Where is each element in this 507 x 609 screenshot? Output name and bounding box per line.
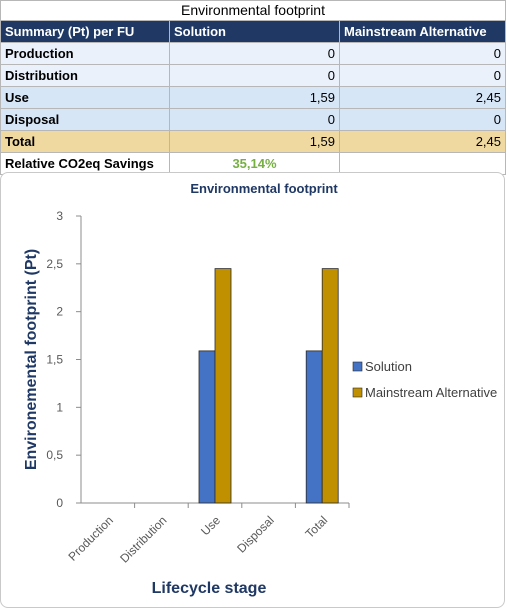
solution-cell: 1,59 [169,130,340,153]
savings-value: 35,14% [169,152,340,175]
x-axis-title: Lifecycle stage [152,580,267,597]
table-row: Distribution 0 0 [0,64,507,87]
chart-area: Environmental footprint 0 0,5 1 1,5 2 2,5 3 Envi… [0,172,505,608]
y-tick-label: 1 [56,400,63,414]
x-tick-label: Distribution [117,513,169,565]
row-label: Disposal [0,108,170,131]
bar-chart: Environmental footprint 0 0,5 1 1,5 2 2,5 3 Envi… [23,181,497,597]
solution-cell: 1,59 [169,86,340,109]
row-label: Total [0,130,170,153]
legend-swatch [352,361,363,372]
table-row: Production 0 0 [0,42,507,65]
x-tick-label: Use [198,513,223,538]
summary-table: Environmental footprint Summary (Pt) per… [0,0,507,175]
legend-label: Solution [365,359,412,374]
x-tick-label: Production [65,513,115,563]
y-axis-title: Environemental footprint (Pt) [23,249,40,470]
y-tick-label: 0 [56,496,63,510]
row-label: Production [0,42,170,65]
table-row: Disposal 0 0 [0,108,507,131]
header-summary: Summary (Pt) per FU [0,20,170,43]
table-header-row: Summary (Pt) per FU Solution Mainstream … [0,20,507,43]
solution-cell: 0 [169,42,340,65]
alternative-cell: 0 [338,64,507,87]
x-tick-label: Total [302,513,330,541]
savings-label: Relative CO2eq Savings [0,152,170,175]
header-solution: Solution [169,20,340,43]
x-tick-label: Disposal [234,513,276,555]
y-tick-label: 0,5 [46,448,63,462]
solution-cell: 0 [169,64,340,87]
y-tick-label: 3 [56,209,63,223]
bar-solution [198,350,216,504]
row-label: Use [0,86,170,109]
row-label: Distribution [0,64,170,87]
table-row-total: Total 1,59 2,45 [0,130,507,153]
bar-solution [305,350,323,504]
y-tick-label: 1,5 [46,353,63,367]
legend-swatch [352,387,363,398]
alternative-cell: 0 [338,108,507,131]
header-alternative: Mainstream Alternative [338,20,507,43]
chart-title: Environmental footprint [190,181,338,196]
legend-label: Mainstream Alternative [365,385,497,400]
y-tick-label: 2 [56,305,63,319]
alternative-cell: 2,45 [338,86,507,109]
y-tick-label: 2,5 [46,257,63,271]
table-title: Environmental footprint [0,0,507,21]
solution-cell: 0 [169,108,340,131]
table-row-savings: Relative CO2eq Savings 35,14% [0,152,507,175]
alternative-cell: 0 [338,42,507,65]
bar-mainstream-alternative [321,268,339,504]
table-row: Use 1,59 2,45 [0,86,507,109]
empty-cell [338,152,507,175]
bar-mainstream-alternative [214,268,232,504]
alternative-cell: 2,45 [338,130,507,153]
